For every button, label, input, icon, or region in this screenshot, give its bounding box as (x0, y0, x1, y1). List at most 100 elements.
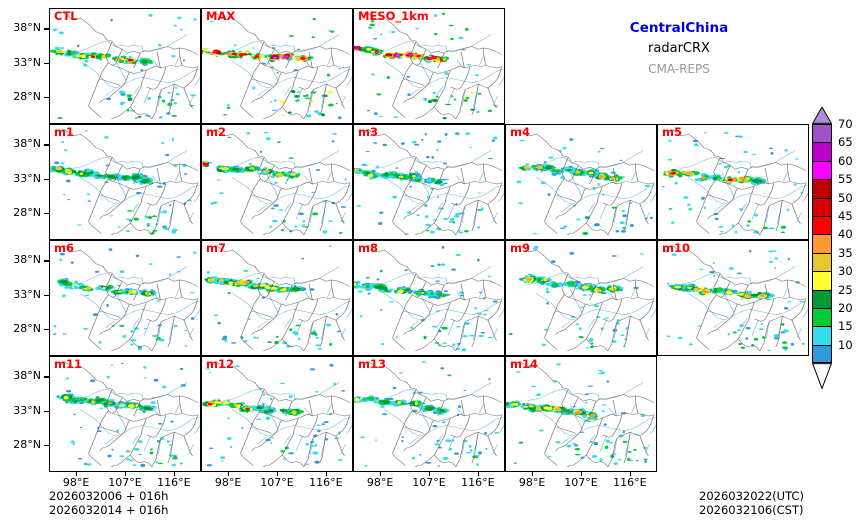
colorbar-tick-label: 35 (838, 245, 853, 260)
colorbar-tick-label: 40 (838, 227, 853, 242)
panel-label: m9 (510, 241, 530, 255)
y-axis-label: 28°N (13, 321, 41, 335)
colorbar-band (812, 124, 832, 143)
y-axis-tick (44, 96, 49, 98)
x-axis-label: 98°E (518, 476, 546, 489)
x-axis-tick (532, 472, 534, 476)
x-axis-label: 98°E (62, 476, 90, 489)
colorbar-band (812, 271, 832, 290)
x-axis-tick (429, 472, 431, 476)
map-canvas (202, 357, 352, 471)
colorbar-band (812, 142, 832, 161)
colorbar-band (812, 326, 832, 345)
colorbar-tick-label: 50 (838, 190, 853, 205)
footer-right-line1: 2026032022(UTC) (699, 489, 804, 503)
map-panel-m13[interactable]: m13 (353, 356, 505, 472)
panel-label: MESO_1km (358, 9, 429, 23)
figure-source: CMA-REPS (648, 62, 710, 76)
footer-left-line1: 2026032006 + 016h (49, 489, 169, 503)
x-axis-label: 107°E (564, 476, 598, 489)
y-axis-tick (44, 444, 49, 446)
y-axis-label: 38°N (13, 369, 41, 383)
map-canvas (506, 357, 656, 471)
colorbar-band (812, 197, 832, 216)
colorbar-tick-label: 30 (838, 264, 853, 279)
map-panel-m14[interactable]: m14 (505, 356, 657, 472)
panel-label: m13 (358, 357, 386, 371)
y-axis-label: 33°N (13, 171, 41, 185)
colorbar-band (812, 344, 832, 364)
x-axis-label: 116°E (309, 476, 343, 489)
colorbar-under-arrow (811, 363, 833, 390)
x-axis-tick (325, 472, 328, 476)
colorbar-tick-label: 10 (838, 337, 853, 352)
map-canvas (354, 9, 504, 123)
map-canvas (50, 125, 200, 239)
map-panel-m2[interactable]: m2 (201, 124, 353, 240)
map-panel-m7[interactable]: m7 (201, 240, 353, 356)
y-axis-tick (44, 62, 49, 64)
colorbar-tick-label: 55 (838, 172, 853, 187)
map-canvas (50, 357, 200, 471)
map-canvas (354, 241, 504, 355)
map-panel-m9[interactable]: m9 (505, 240, 657, 356)
map-panel-m3[interactable]: m3 (353, 124, 505, 240)
colorbar-over-arrow (811, 105, 833, 124)
colorbar-tick-label: 20 (838, 301, 853, 315)
colorbar-tick-label: 70 (838, 117, 853, 131)
y-axis-label: 38°N (13, 137, 41, 151)
x-axis-label: 107°E (412, 476, 446, 489)
y-axis-label: 33°N (13, 403, 41, 417)
y-axis-tick (44, 410, 49, 412)
map-canvas (50, 241, 200, 355)
map-canvas (354, 125, 504, 239)
colorbar-tick-label: 25 (838, 282, 853, 297)
x-axis-label: 98°E (366, 476, 394, 489)
x-axis-label: 116°E (157, 476, 191, 489)
map-panel-ctl[interactable]: CTL (49, 8, 201, 124)
panel-label: m5 (662, 125, 682, 139)
map-panel-meso_1km[interactable]: MESO_1km (353, 8, 505, 124)
y-axis-tick (44, 28, 49, 30)
panel-label: m10 (662, 241, 690, 255)
x-axis-tick (76, 472, 78, 476)
map-panel-m12[interactable]: m12 (201, 356, 353, 472)
map-panel-m5[interactable]: m5 (657, 124, 809, 240)
panel-label: MAX (206, 9, 236, 23)
map-canvas (202, 125, 352, 239)
x-axis-label: 107°E (108, 476, 142, 489)
map-canvas (354, 357, 504, 471)
y-axis-tick (44, 144, 49, 146)
y-axis-tick (44, 328, 49, 330)
y-axis-label: 28°N (13, 437, 41, 451)
map-canvas (202, 9, 352, 123)
panel-label: m11 (54, 357, 82, 371)
footer-right: 2026032022(UTC) 2026032106(CST) (699, 489, 804, 517)
map-panel-m4[interactable]: m4 (505, 124, 657, 240)
panel-label: m4 (510, 125, 530, 139)
colorbar-band (812, 179, 832, 198)
colorbar-tick-label: 60 (838, 153, 853, 168)
title-block: CentralChina radarCRX CMA-REPS (524, 18, 834, 79)
map-panel-m8[interactable]: m8 (353, 240, 505, 356)
panel-label: m3 (358, 125, 378, 139)
x-axis-label: 116°E (613, 476, 647, 489)
x-axis-tick (581, 472, 583, 476)
colorbar-band (812, 289, 832, 308)
panel-label: CTL (54, 9, 78, 23)
map-panel-m6[interactable]: m6 (49, 240, 201, 356)
map-panel-m11[interactable]: m11 (49, 356, 201, 472)
panel-label: m12 (206, 357, 234, 371)
map-panel-m1[interactable]: m1 (49, 124, 201, 240)
colorbar-tick-label: 15 (838, 319, 853, 334)
x-axis-tick (277, 472, 279, 476)
y-axis-label: 38°N (13, 253, 41, 267)
map-panel-max[interactable]: MAX (201, 8, 353, 124)
map-panel-m10[interactable]: m10 (657, 240, 809, 356)
y-axis-tick (44, 294, 49, 296)
panel-label: m2 (206, 125, 226, 139)
y-axis-tick (44, 260, 49, 262)
colorbar-band (812, 308, 832, 327)
x-axis-tick (629, 472, 632, 476)
